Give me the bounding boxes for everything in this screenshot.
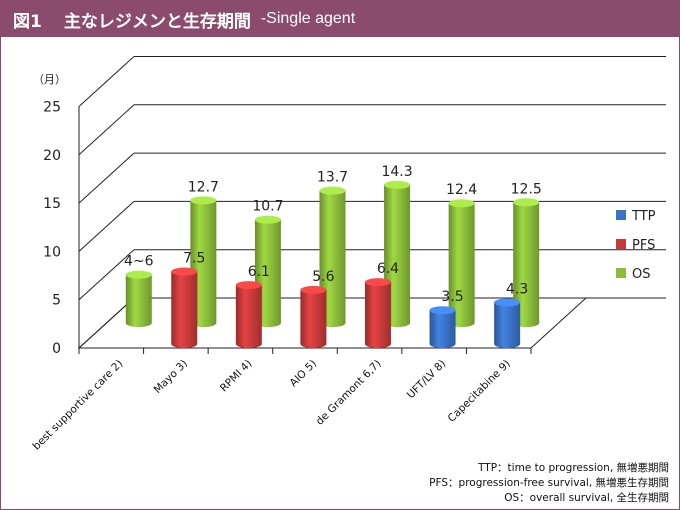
y-tick-label: 10: [43, 244, 61, 260]
legend-swatch: [616, 210, 626, 220]
category-label: UFT/LV 8): [405, 358, 448, 401]
bar-os: [448, 199, 475, 327]
note-pfs: PFS：progression-free survival, 無増悪生存期間: [429, 477, 669, 489]
abbreviation-notes: TTP：time to progression, 無増悪期間 PFS：progr…: [429, 461, 669, 506]
chart-bars: [125, 180, 540, 348]
category-label: AIO 5): [288, 358, 320, 390]
bar-os: [125, 270, 152, 327]
figure-label: 図1: [13, 11, 42, 32]
data-label-os: 4~6: [124, 254, 154, 270]
category-label: de Gramont 6,7): [314, 358, 384, 428]
data-label-pfs: 7.5: [183, 251, 205, 267]
bar-chart: 0 5 10 15 20 25 4~6 12.7 10.7 13.7 14.3 12.4 12.5 7.…: [31, 56, 666, 453]
grid-slant: [78, 152, 135, 204]
figure-header: 図1 主なレジメンと生存期間 -Single agent: [1, 1, 679, 37]
note-os: OS：overall survival, 全生存期間: [504, 492, 669, 504]
data-label-os: 10.7: [252, 199, 283, 215]
y-tick-label: 15: [43, 196, 61, 212]
legend-swatch: [616, 239, 626, 249]
category-label: Capecitabine 9): [446, 358, 513, 425]
data-label-pfs: 6.4: [377, 261, 399, 277]
grid-slant: [78, 104, 135, 156]
grid-slant: [78, 249, 135, 301]
x-axis-categories: best supportive care 2) Mayo 3) RPMI 4) AIO…: [31, 358, 513, 453]
y-tick-label: 0: [52, 341, 61, 357]
category-label: Mayo 3): [152, 358, 190, 396]
legend-label: OS: [632, 267, 650, 282]
data-label-ttp: 4.3: [506, 281, 528, 297]
bar-os: [513, 198, 540, 327]
y-axis-unit: （月）: [33, 73, 66, 86]
data-label-os: 13.7: [317, 170, 348, 186]
legend-item-ttp: TTP: [616, 209, 656, 224]
figure-subtitle: -Single agent: [260, 10, 356, 27]
legend-item-pfs: PFS: [616, 238, 655, 253]
category-label: RPMI 4): [218, 358, 255, 395]
y-axis-ticks: 0 5 10 15 20 25: [43, 100, 61, 358]
data-label-os: 12.7: [188, 179, 219, 195]
chart-legend: TTP PFS OS: [616, 209, 656, 282]
data-label-pfs: 5.6: [312, 269, 334, 285]
legend-label: TTP: [631, 209, 656, 224]
bar-pfs: [364, 278, 391, 348]
note-ttp: TTP：time to progression, 無増悪期間: [478, 462, 669, 474]
data-label-os: 12.4: [446, 182, 477, 198]
bar-pfs: [235, 281, 262, 348]
legend-item-os: OS: [616, 267, 650, 282]
bar-ttp: [494, 298, 521, 348]
bar-pfs: [171, 267, 198, 348]
legend-swatch: [616, 268, 626, 278]
bar-pfs: [300, 285, 327, 348]
category-label: best supportive care 2): [31, 358, 126, 453]
bar-ttp: [429, 306, 456, 348]
y-tick-label: 5: [52, 293, 61, 309]
figure-title: 主なレジメンと生存期間: [63, 11, 251, 32]
data-label-ttp: 3.5: [441, 289, 463, 305]
data-labels: 4~6 12.7 10.7 13.7 14.3 12.4 12.5 7.5 6.1 5.6 6.4 3…: [124, 164, 542, 305]
data-label-os: 12.5: [511, 181, 542, 197]
grid-slant: [78, 56, 135, 107]
y-tick-label: 25: [43, 100, 61, 116]
grid-slant: [78, 201, 135, 252]
data-label-os: 14.3: [381, 164, 412, 180]
legend-label: PFS: [632, 238, 655, 253]
data-label-pfs: 6.1: [248, 264, 270, 280]
y-tick-label: 20: [43, 148, 61, 164]
grid-slant: [78, 297, 135, 349]
